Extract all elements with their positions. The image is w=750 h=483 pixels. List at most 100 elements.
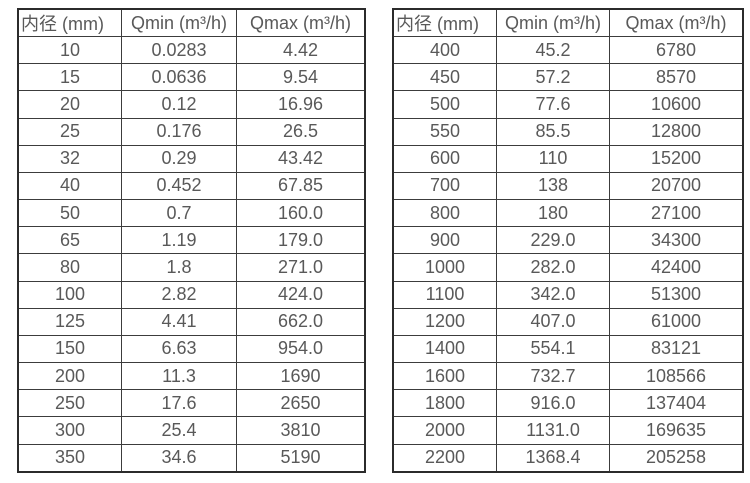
qmax-cell: 67.85 bbox=[236, 171, 366, 201]
col-header-qmax: Qmax (m³/h) bbox=[609, 8, 744, 37]
qmin-cell: 0.7 bbox=[121, 199, 237, 228]
table-row: 10 0.0283 4.42 bbox=[17, 35, 366, 65]
qmin-cell: 85.5 bbox=[496, 117, 610, 146]
qmax-cell: 169635 bbox=[609, 416, 744, 445]
diameter-cell: 20 bbox=[17, 90, 122, 119]
qmax-cell: 10600 bbox=[609, 90, 744, 119]
table-row: 550 85.5 12800 bbox=[392, 117, 744, 146]
diameter-cell: 600 bbox=[392, 144, 497, 173]
qmax-cell: 42400 bbox=[609, 253, 744, 282]
table-row: 65 1.19 179.0 bbox=[17, 226, 366, 255]
qmax-cell: 1690 bbox=[236, 362, 366, 391]
diameter-cell: 125 bbox=[17, 307, 122, 336]
diameter-cell: 2200 bbox=[392, 443, 497, 473]
diameter-cell: 1400 bbox=[392, 334, 497, 364]
table-row: 1800 916.0 137404 bbox=[392, 389, 744, 418]
table-row: 80 1.8 271.0 bbox=[17, 253, 366, 282]
qmin-cell: 180 bbox=[496, 199, 610, 228]
table-row: 900 229.0 34300 bbox=[392, 226, 744, 255]
table-row: 350 34.6 5190 bbox=[17, 443, 366, 473]
qmax-cell: 27100 bbox=[609, 199, 744, 228]
diameter-cell: 10 bbox=[17, 35, 122, 65]
diameter-cell: 50 bbox=[17, 199, 122, 228]
table-row: 2000 1131.0 169635 bbox=[392, 416, 744, 445]
diameter-cell: 250 bbox=[17, 389, 122, 418]
qmin-cell: 0.12 bbox=[121, 90, 237, 119]
qmin-cell: 1368.4 bbox=[496, 443, 610, 473]
qmax-cell: 16.96 bbox=[236, 90, 366, 119]
table-row: 1000 282.0 42400 bbox=[392, 253, 744, 282]
col-header-qmax: Qmax (m³/h) bbox=[236, 8, 366, 37]
diameter-cell: 900 bbox=[392, 226, 497, 255]
qmax-cell: 34300 bbox=[609, 226, 744, 255]
qmax-cell: 424.0 bbox=[236, 280, 366, 309]
qmin-cell: 57.2 bbox=[496, 63, 610, 92]
qmin-cell: 916.0 bbox=[496, 389, 610, 418]
qmin-cell: 0.0636 bbox=[121, 63, 237, 92]
diameter-cell: 800 bbox=[392, 199, 497, 228]
diameter-cell: 150 bbox=[17, 334, 122, 364]
qmax-cell: 61000 bbox=[609, 307, 744, 336]
qmax-cell: 26.5 bbox=[236, 117, 366, 146]
table-row: 100 2.82 424.0 bbox=[17, 280, 366, 309]
diameter-cell: 1000 bbox=[392, 253, 497, 282]
qmax-cell: 108566 bbox=[609, 362, 744, 391]
diameter-cell: 1100 bbox=[392, 280, 497, 309]
qmin-cell: 1.19 bbox=[121, 226, 237, 255]
qmax-cell: 83121 bbox=[609, 334, 744, 364]
table-row: 300 25.4 3810 bbox=[17, 416, 366, 445]
qmin-cell: 2.82 bbox=[121, 280, 237, 309]
qmax-cell: 20700 bbox=[609, 171, 744, 201]
qmax-cell: 2650 bbox=[236, 389, 366, 418]
table-row: 150 6.63 954.0 bbox=[17, 334, 366, 364]
qmax-cell: 5190 bbox=[236, 443, 366, 473]
col-header-qmin: Qmin (m³/h) bbox=[496, 8, 610, 37]
qmax-cell: 954.0 bbox=[236, 334, 366, 364]
table-row: 1100 342.0 51300 bbox=[392, 280, 744, 309]
qmin-cell: 77.6 bbox=[496, 90, 610, 119]
qmin-cell: 4.41 bbox=[121, 307, 237, 336]
table-row: 1600 732.7 108566 bbox=[392, 362, 744, 391]
qmin-cell: 229.0 bbox=[496, 226, 610, 255]
qmin-cell: 11.3 bbox=[121, 362, 237, 391]
qmin-cell: 1.8 bbox=[121, 253, 237, 282]
col-header-diameter: 内径 (mm) bbox=[17, 8, 122, 37]
qmax-cell: 8570 bbox=[609, 63, 744, 92]
diameter-cell: 1800 bbox=[392, 389, 497, 418]
table-row: 50 0.7 160.0 bbox=[17, 199, 366, 228]
qmin-cell: 1131.0 bbox=[496, 416, 610, 445]
table-row: 20 0.12 16.96 bbox=[17, 90, 366, 119]
qmin-cell: 138 bbox=[496, 171, 610, 201]
qmin-cell: 0.176 bbox=[121, 117, 237, 146]
qmax-cell: 4.42 bbox=[236, 35, 366, 65]
qmax-cell: 15200 bbox=[609, 144, 744, 173]
qmin-cell: 342.0 bbox=[496, 280, 610, 309]
qmax-cell: 205258 bbox=[609, 443, 744, 473]
qmax-cell: 179.0 bbox=[236, 226, 366, 255]
table-row: 800 180 27100 bbox=[392, 199, 744, 228]
table-row: 125 4.41 662.0 bbox=[17, 307, 366, 336]
qmax-cell: 3810 bbox=[236, 416, 366, 445]
col-header-diameter: 内径 (mm) bbox=[392, 8, 497, 37]
qmin-cell: 17.6 bbox=[121, 389, 237, 418]
qmin-cell: 6.63 bbox=[121, 334, 237, 364]
diameter-cell: 25 bbox=[17, 117, 122, 146]
diameter-cell: 350 bbox=[17, 443, 122, 473]
qmin-cell: 732.7 bbox=[496, 362, 610, 391]
diameter-cell: 2000 bbox=[392, 416, 497, 445]
qmax-cell: 160.0 bbox=[236, 199, 366, 228]
qmin-cell: 110 bbox=[496, 144, 610, 173]
qmin-cell: 0.0283 bbox=[121, 35, 237, 65]
diameter-cell: 450 bbox=[392, 63, 497, 92]
table-row: 25 0.176 26.5 bbox=[17, 117, 366, 146]
col-header-qmin: Qmin (m³/h) bbox=[121, 8, 237, 37]
diameter-cell: 300 bbox=[17, 416, 122, 445]
diameter-cell: 400 bbox=[392, 35, 497, 65]
table-row: 200 11.3 1690 bbox=[17, 362, 366, 391]
qmax-cell: 12800 bbox=[609, 117, 744, 146]
flow-range-table-large-diameters: 内径 (mm) Qmin (m³/h) Qmax (m³/h) 400 45.2 6780… bbox=[392, 8, 744, 473]
qmax-cell: 51300 bbox=[609, 280, 744, 309]
diameter-cell: 32 bbox=[17, 144, 122, 173]
diameter-cell: 500 bbox=[392, 90, 497, 119]
diameter-cell: 1200 bbox=[392, 307, 497, 336]
